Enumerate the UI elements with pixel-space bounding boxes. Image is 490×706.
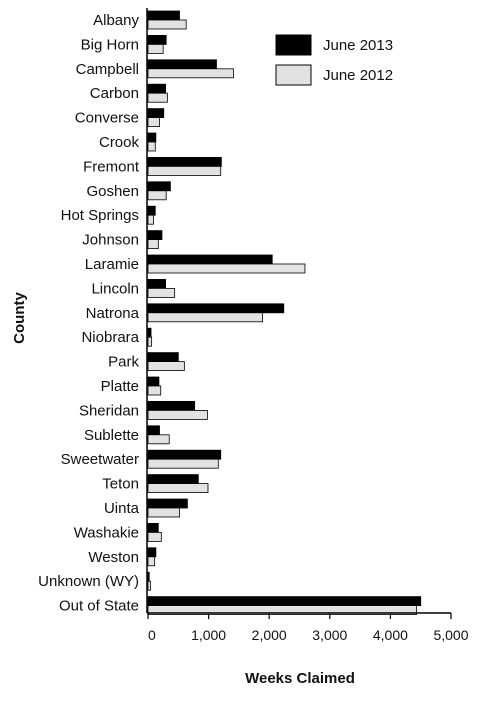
axes — [146, 8, 451, 614]
bars-group — [147, 10, 422, 615]
bar-uinta-june-2013 — [147, 498, 188, 509]
category-label-laramie: Laramie — [85, 256, 139, 273]
bar-crook-june-2013 — [147, 132, 157, 143]
category-label-uinta: Uinta — [104, 500, 140, 517]
bar-carbon-june-2013 — [147, 83, 166, 94]
bar-unknown-wy-june-2012 — [147, 580, 151, 591]
category-label-sheridan: Sheridan — [79, 402, 139, 419]
bar-johnson-june-2012 — [147, 239, 159, 250]
bar-goshen-june-2012 — [147, 190, 167, 201]
bar-weston-june-2013 — [147, 547, 157, 558]
category-label-washakie: Washakie — [74, 524, 139, 541]
legend: June 2013 June 2012 — [275, 34, 393, 86]
category-label-teton: Teton — [102, 476, 139, 493]
bar-hot-springs-june-2012 — [147, 214, 154, 225]
category-label-sublette: Sublette — [84, 427, 139, 444]
category-label-platte: Platte — [101, 378, 139, 395]
bar-platte-june-2012 — [147, 385, 162, 396]
bar-unknown-wy-june-2013 — [147, 571, 150, 582]
category-label-hot-springs: Hot Springs — [61, 207, 139, 224]
bar-sweetwater-june-2013 — [147, 449, 222, 460]
bar-hot-springs-june-2013 — [147, 205, 156, 216]
bar-converse-june-2012 — [147, 117, 160, 127]
category-label-fremont: Fremont — [83, 158, 140, 175]
x-tick-label: 0 — [148, 627, 156, 643]
bar-big-horn-june-2013 — [147, 35, 167, 45]
bar-albany-june-2013 — [147, 10, 180, 21]
bar-niobrara-june-2012 — [147, 336, 153, 347]
bar-goshen-june-2013 — [147, 181, 171, 192]
bar-washakie-june-2012 — [147, 532, 162, 542]
bar-out-of-state-june-2013 — [147, 596, 422, 606]
bar-fremont-june-2012 — [147, 165, 222, 176]
category-label-goshen: Goshen — [86, 183, 139, 200]
bar-out-of-state-june-2012 — [147, 605, 417, 615]
bar-sweetwater-june-2012 — [147, 458, 219, 469]
x-axis-title: Weeks Claimed — [245, 670, 355, 687]
x-ticks: 0 1,000 2,000 3,000 4,000 5,000 — [147, 613, 469, 643]
bar-campbell-june-2013 — [147, 59, 217, 70]
category-label-carbon: Carbon — [90, 85, 139, 102]
legend-swatch-june-2013 — [275, 34, 312, 56]
bar-sublette-june-2012 — [147, 434, 170, 445]
bar-lincoln-june-2012 — [147, 287, 176, 298]
category-label-natrona: Natrona — [86, 305, 140, 322]
category-label-niobrara: Niobrara — [81, 329, 139, 346]
category-labels: Albany Big Horn Campbell Carbon Converse Croo… — [38, 12, 140, 615]
bar-sheridan-june-2013 — [147, 400, 196, 411]
bar-carbon-june-2012 — [147, 92, 168, 103]
x-tick-label: 5,000 — [433, 627, 468, 643]
bar-sheridan-june-2012 — [147, 409, 208, 420]
legend-label-june-2012: June 2012 — [323, 67, 393, 84]
bar-laramie-june-2012 — [147, 263, 306, 274]
bar-natrona-june-2012 — [147, 312, 263, 323]
x-tick-label: 4,000 — [373, 627, 408, 643]
x-tick-label: 3,000 — [312, 627, 347, 643]
bar-natrona-june-2013 — [147, 303, 285, 314]
category-label-johnson: Johnson — [82, 232, 139, 249]
bar-converse-june-2013 — [147, 108, 165, 118]
bar-washakie-june-2013 — [147, 523, 159, 533]
bar-teton-june-2013 — [147, 474, 199, 485]
legend-label-june-2013: June 2013 — [323, 37, 393, 54]
bar-lincoln-june-2013 — [147, 278, 166, 289]
category-label-out-of-state: Out of State — [59, 598, 139, 615]
category-label-unknown-wy: Unknown (WY) — [38, 573, 139, 590]
bar-laramie-june-2013 — [147, 254, 273, 265]
category-label-campbell: Campbell — [76, 61, 139, 78]
bar-albany-june-2012 — [147, 19, 187, 30]
category-label-big-horn: Big Horn — [81, 36, 139, 53]
category-label-crook: Crook — [99, 134, 140, 151]
category-label-weston: Weston — [88, 549, 139, 566]
bar-campbell-june-2012 — [147, 68, 234, 79]
bar-uinta-june-2012 — [147, 507, 180, 518]
bar-crook-june-2012 — [147, 141, 156, 152]
bar-johnson-june-2013 — [147, 230, 163, 241]
bar-park-june-2012 — [147, 361, 185, 372]
bar-sublette-june-2013 — [147, 425, 160, 436]
bar-fremont-june-2013 — [147, 156, 222, 167]
x-tick-label: 2,000 — [252, 627, 287, 643]
bar-teton-june-2012 — [147, 483, 209, 494]
category-label-lincoln: Lincoln — [91, 280, 139, 297]
y-axis-title: County — [11, 292, 28, 344]
bar-niobrara-june-2013 — [147, 327, 152, 338]
bar-platte-june-2013 — [147, 376, 160, 387]
category-label-converse: Converse — [75, 110, 139, 127]
legend-swatch-june-2012 — [275, 64, 312, 86]
x-tick-label: 1,000 — [191, 627, 226, 643]
bar-big-horn-june-2012 — [147, 44, 164, 54]
bar-park-june-2013 — [147, 352, 179, 363]
category-label-albany: Albany — [93, 12, 139, 29]
category-label-sweetwater: Sweetwater — [61, 451, 139, 468]
category-label-park: Park — [108, 354, 139, 371]
bar-weston-june-2012 — [147, 556, 156, 567]
